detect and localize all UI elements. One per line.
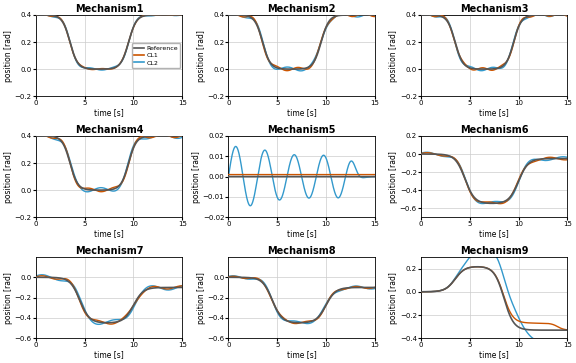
Title: Mechanism8: Mechanism8	[267, 246, 336, 256]
X-axis label: time [s]: time [s]	[479, 229, 509, 238]
Y-axis label: position [rad]: position [rad]	[389, 30, 399, 82]
Title: Mechanism3: Mechanism3	[460, 4, 528, 14]
Title: Mechanism2: Mechanism2	[267, 4, 336, 14]
X-axis label: time [s]: time [s]	[479, 108, 509, 117]
X-axis label: time [s]: time [s]	[479, 350, 509, 359]
Y-axis label: position [rad]: position [rad]	[4, 30, 13, 82]
X-axis label: time [s]: time [s]	[287, 229, 316, 238]
Y-axis label: position [rad]: position [rad]	[389, 151, 399, 203]
Y-axis label: position [rad]: position [rad]	[4, 272, 13, 323]
Y-axis label: position [rad]: position [rad]	[197, 30, 206, 82]
X-axis label: time [s]: time [s]	[94, 350, 124, 359]
Title: Mechanism9: Mechanism9	[460, 246, 528, 256]
Y-axis label: position [rad]: position [rad]	[4, 151, 13, 203]
Title: Mechanism5: Mechanism5	[267, 125, 336, 135]
X-axis label: time [s]: time [s]	[287, 108, 316, 117]
X-axis label: time [s]: time [s]	[94, 229, 124, 238]
Title: Mechanism7: Mechanism7	[75, 246, 143, 256]
Title: Mechanism6: Mechanism6	[460, 125, 528, 135]
X-axis label: time [s]: time [s]	[94, 108, 124, 117]
Y-axis label: position [rad]: position [rad]	[197, 272, 206, 323]
Title: Mechanism4: Mechanism4	[75, 125, 143, 135]
X-axis label: time [s]: time [s]	[287, 350, 316, 359]
Title: Mechanism1: Mechanism1	[75, 4, 143, 14]
Y-axis label: position [rad]: position [rad]	[192, 151, 201, 203]
Legend: Reference, CL1, CL2: Reference, CL1, CL2	[132, 43, 180, 68]
Y-axis label: position [rad]: position [rad]	[389, 272, 399, 323]
